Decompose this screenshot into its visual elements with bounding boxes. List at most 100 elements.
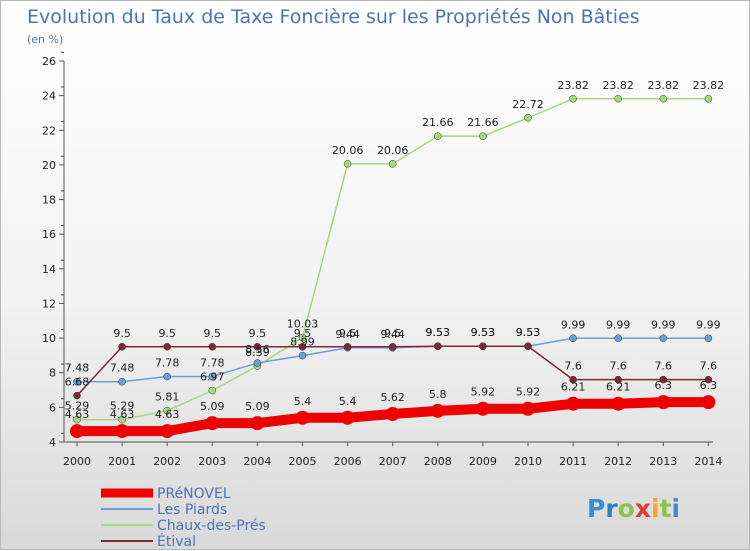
y-tick-label: 24 (42, 90, 56, 103)
data-point (298, 351, 307, 360)
data-label: 7.6 (700, 360, 718, 373)
data-point (659, 334, 668, 343)
data-point (250, 416, 265, 431)
data-point (434, 342, 442, 350)
data-point (430, 403, 445, 418)
data-point (208, 343, 217, 351)
data-label: 6.21 (561, 381, 586, 394)
x-tick-label: 2013 (649, 455, 677, 468)
data-label: 4.63 (155, 408, 180, 421)
x-tick-label: 2008 (424, 455, 452, 468)
x-tick-label: 2005 (289, 455, 317, 468)
y-tick-label: 22 (42, 124, 56, 137)
data-point (479, 342, 487, 350)
legend-label: PRéNOVEL (157, 486, 231, 502)
x-tick-label: 2003 (198, 455, 226, 468)
data-label: 9.53 (426, 326, 451, 339)
data-label: 5.29 (65, 400, 90, 413)
data-label: 9.53 (516, 326, 541, 339)
data-label: 9.53 (471, 326, 496, 339)
data-point (388, 343, 397, 351)
data-label: 9.44 (335, 328, 360, 341)
data-label: 7.48 (110, 362, 135, 375)
data-label: 9.99 (651, 318, 676, 331)
data-point (524, 342, 532, 350)
data-point (160, 424, 175, 439)
data-label: 9.99 (696, 318, 721, 331)
x-tick-label: 2001 (108, 455, 136, 468)
data-label: 8.39 (245, 346, 270, 359)
data-label: 5.81 (155, 391, 180, 404)
data-point (115, 424, 130, 439)
data-label: 6.97 (200, 371, 225, 384)
x-tick-label: 2009 (469, 455, 497, 468)
legend-label: Étival (157, 533, 196, 550)
data-label: 23.82 (648, 79, 680, 92)
data-point (704, 334, 713, 343)
data-point (253, 359, 262, 367)
data-point (566, 396, 581, 411)
data-label: 7.6 (655, 360, 673, 373)
data-label: 6.3 (655, 379, 673, 392)
data-point (208, 386, 217, 395)
y-axis-unit: (en %) (27, 33, 63, 46)
x-tick-label: 2014 (694, 455, 722, 468)
data-label: 7.6 (564, 360, 582, 373)
data-label: 20.06 (332, 144, 364, 157)
data-point (118, 415, 126, 424)
data-point (388, 160, 397, 168)
data-label: 9.44 (380, 328, 405, 341)
y-tick-label: 18 (42, 194, 56, 207)
x-tick-label: 2010 (514, 455, 542, 468)
data-label: 9.53 (471, 326, 496, 339)
proxiti-logo: Proxiti (587, 494, 680, 523)
data-point (614, 375, 622, 384)
data-point (343, 160, 352, 168)
data-label: 21.66 (422, 116, 454, 129)
data-point (659, 375, 668, 384)
data-label: 9.5 (158, 327, 176, 340)
data-label: 5.4 (294, 395, 312, 408)
data-label: 9.53 (516, 326, 541, 339)
data-label: 5.29 (110, 400, 135, 413)
data-point (701, 395, 716, 410)
data-point (205, 416, 220, 431)
y-tick-label: 14 (42, 263, 56, 276)
data-point (163, 372, 171, 381)
data-label: 9.99 (606, 318, 631, 331)
data-label: 4.63 (65, 408, 90, 421)
x-tick-label: 2007 (379, 455, 407, 468)
data-point (340, 410, 355, 425)
legend-label: Les Piards (157, 502, 227, 518)
data-label: 23.82 (693, 79, 725, 92)
data-label: 9.5 (249, 327, 267, 340)
data-point (704, 95, 713, 103)
data-point (614, 334, 622, 343)
data-label: 10.03 (287, 318, 319, 331)
series-group: 4.63 4.63 4.63 5.09 5.09 5.4 5.4 5.62 5.8 5.92 5.9… (65, 79, 725, 439)
x-tick-label: 2002 (153, 455, 181, 468)
data-label: 6.21 (606, 381, 631, 394)
y-tick-label: 10 (42, 332, 56, 345)
data-label: 5.92 (516, 386, 541, 399)
data-label: 9.5 (113, 327, 131, 340)
chart-title: Evolution du Taux de Taxe Foncière sur l… (27, 6, 640, 28)
data-point (70, 424, 84, 439)
data-label: 5.09 (200, 400, 225, 413)
x-tick-label: 2011 (559, 455, 587, 468)
data-point (569, 334, 577, 343)
data-label: 7.78 (155, 357, 180, 370)
data-point (656, 395, 671, 410)
data-point (253, 343, 262, 351)
data-point (475, 401, 490, 416)
data-point (479, 132, 487, 140)
y-tick-label: 26 (42, 55, 56, 68)
data-point (295, 410, 310, 425)
data-label: 5.62 (380, 391, 405, 404)
data-point (298, 333, 307, 342)
data-point (521, 401, 535, 416)
y-tick-label: 16 (42, 228, 56, 241)
data-label: 22.72 (512, 98, 544, 111)
data-point (659, 95, 668, 103)
